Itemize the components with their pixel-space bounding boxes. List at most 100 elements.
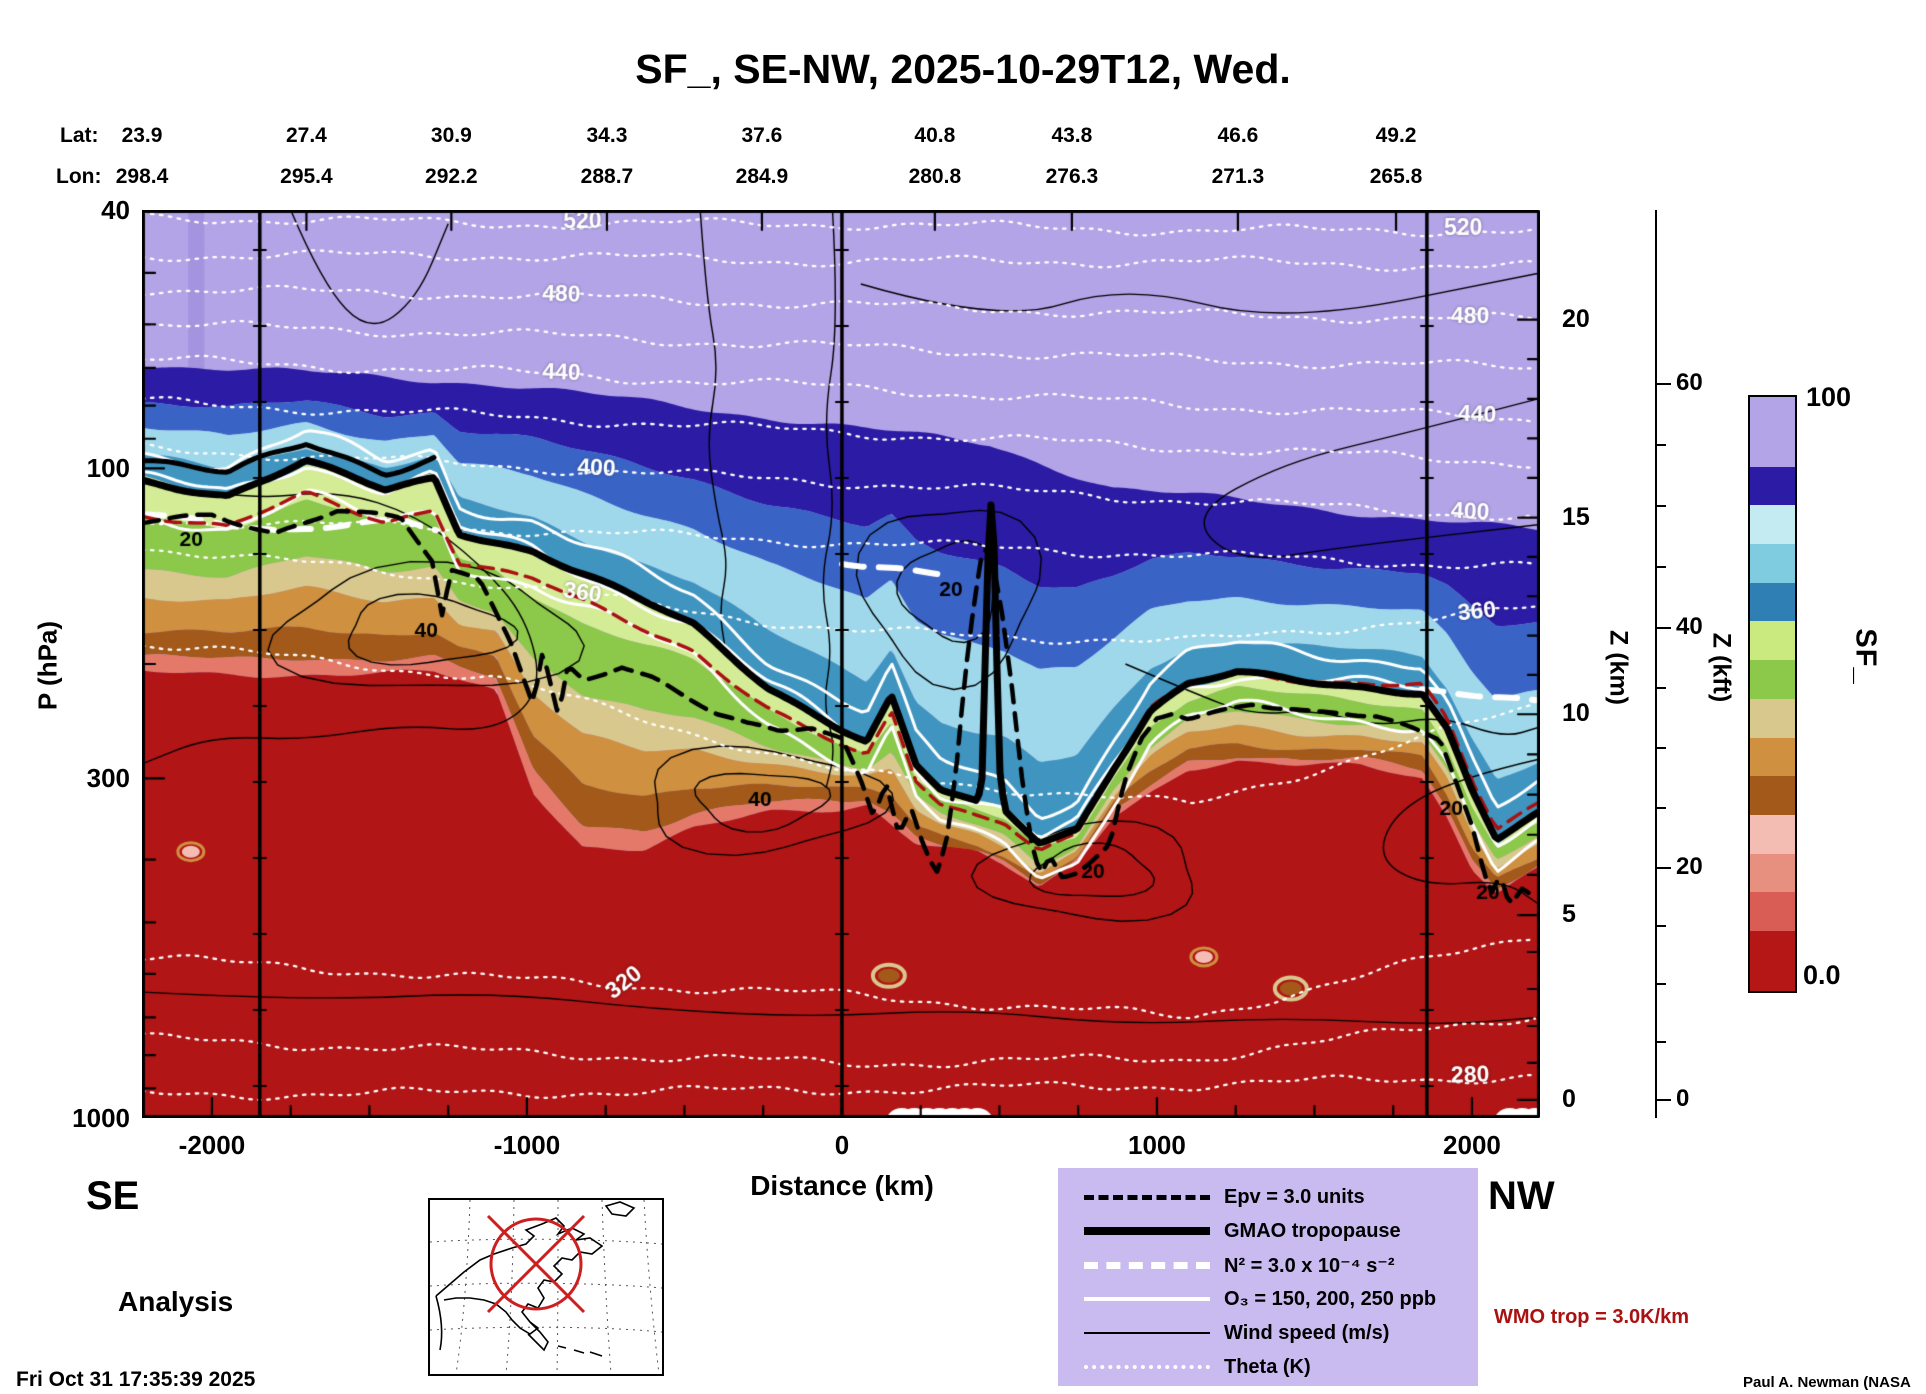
colorbar-segment [1750, 892, 1795, 932]
pressure-tick-label: 100 [86, 453, 130, 484]
zkft-tick [1657, 746, 1666, 749]
cross-section-plot [142, 210, 1540, 1118]
timestamp: Fri Oct 31 17:35:39 2025 [16, 1368, 256, 1391]
colorbar-max-label: 100 [1806, 382, 1852, 412]
legend-item-label: Epv = 3.0 units [1224, 1185, 1365, 1208]
lon-tick-label: 271.3 [1211, 165, 1265, 188]
colorbar-min-label: 0.0 [1803, 960, 1841, 990]
legend: Epv = 3.0 units GMAO tropopause N² = 3.0 x… [1058, 1168, 1478, 1386]
lat-tick-label: 40.8 [914, 124, 956, 147]
zkft-tick [1657, 806, 1666, 809]
colorbar-segment [1750, 544, 1795, 583]
lon-tick-label: 292.2 [425, 165, 478, 188]
distance-axis-title: Distance (km) [750, 1170, 934, 1201]
colorbar-segment [1750, 505, 1795, 545]
credit: Paul A. Newman (NASA [1743, 1374, 1911, 1391]
zkm-tick-label: 15 [1562, 502, 1590, 531]
legend-line-sample [1084, 1332, 1210, 1334]
legend-line-sample [1084, 1227, 1210, 1235]
zkft-tick-label: 40 [1676, 612, 1703, 640]
distance-tick-label: 0 [834, 1130, 850, 1160]
zkft-tick [1657, 626, 1671, 629]
lat-tick-label: 27.4 [285, 124, 327, 147]
zkft-tick [1657, 982, 1666, 985]
lat-tick-label: 49.2 [1375, 124, 1417, 147]
lon-tick-label: 298.4 [115, 165, 169, 188]
lat-tick-label: 30.9 [430, 124, 472, 147]
legend-line-sample [1084, 1194, 1210, 1200]
distance-tick-label: 2000 [1443, 1130, 1501, 1160]
zkft-tick [1657, 382, 1671, 385]
distance-tick-label: 1000 [1128, 1130, 1186, 1160]
legend-item: N² = 3.0 x 10⁻⁴ s⁻² [1084, 1248, 1478, 1282]
legend-item-label: GMAO tropopause [1224, 1219, 1401, 1242]
legend-item-label: Theta (K) [1224, 1355, 1311, 1378]
lat-tick-label: 34.3 [586, 124, 628, 147]
colorbar-segment [1750, 698, 1795, 738]
lon-axis-label: Lon: [56, 165, 102, 188]
map-svg [429, 1199, 663, 1375]
lon-tick-label: 288.7 [580, 165, 634, 188]
colorbar-segment [1750, 814, 1795, 854]
map-graticule [429, 1199, 663, 1375]
zkft-tick-label: 60 [1676, 368, 1703, 396]
zkft-tick [1657, 686, 1666, 689]
colorbar-segment [1750, 582, 1795, 622]
legend-line-sample [1084, 1297, 1210, 1301]
zkft-tick [1657, 1098, 1671, 1101]
zkft-tick [1657, 504, 1666, 507]
distance-tick-label: -2000 [178, 1130, 246, 1160]
legend-item-label: O₃ = 150, 200, 250 ppb [1224, 1287, 1437, 1310]
zkft-tick [1657, 565, 1666, 568]
zkm-tick-label: 20 [1562, 304, 1590, 333]
lon-tick-label: 295.4 [280, 165, 333, 188]
legend-item: GMAO tropopause [1084, 1214, 1478, 1248]
lat-tick-label: 37.6 [741, 124, 783, 147]
wmo-trop-note: WMO trop = 3.0K/km [1494, 1306, 1690, 1328]
colorbar-segment [1750, 466, 1795, 506]
lat-tick-label: 43.8 [1051, 124, 1093, 147]
zkft-axis-line [1655, 210, 1657, 1118]
se-endpoint-label: SE [86, 1174, 140, 1218]
colorbar-segment [1750, 621, 1795, 661]
distance-tick-label: -1000 [493, 1130, 561, 1160]
pressure-axis-title: P (hPa) [32, 620, 63, 711]
lon-tick-label: 284.9 [735, 165, 789, 188]
zkm-tick-label: 10 [1562, 699, 1590, 728]
legend-item: Epv = 3.0 units [1084, 1180, 1478, 1214]
pressure-tick-label: 1000 [72, 1103, 130, 1133]
zkm-tick-label: 5 [1562, 900, 1576, 929]
lon-tick-label: 280.8 [908, 165, 962, 188]
map-inset [428, 1198, 664, 1376]
chart-title: SF_, SE-NW, 2025-10-29T12, Wed. [635, 46, 1291, 92]
legend-item-label: Wind speed (m/s) [1224, 1321, 1390, 1344]
legend-item: O₃ = 150, 200, 250 ppb [1084, 1282, 1478, 1316]
zkft-tick [1657, 866, 1671, 869]
map-coastline [435, 1201, 636, 1357]
legend-item: Wind speed (m/s) [1084, 1316, 1478, 1350]
lon-tick-label: 276.3 [1045, 165, 1099, 188]
zkft-tick [1657, 1040, 1666, 1043]
colorbar-segment [1750, 853, 1795, 893]
lat-tick-label: 23.9 [121, 124, 163, 147]
colorbar-title: SF_ [1849, 628, 1882, 685]
analysis-label: Analysis [118, 1286, 234, 1317]
legend-item: Theta (K) [1084, 1350, 1478, 1384]
legend-line-sample [1084, 1261, 1210, 1269]
zkft-tick-label: 20 [1676, 852, 1703, 880]
lon-tick-label: 265.8 [1369, 165, 1423, 188]
pressure-tick-label: 40 [101, 195, 130, 225]
colorbar [1748, 395, 1797, 993]
legend-line-sample [1084, 1365, 1210, 1369]
colorbar-segment [1750, 931, 1795, 992]
legend-item-label: N² = 3.0 x 10⁻⁴ s⁻² [1224, 1254, 1395, 1277]
map-target-marker [486, 1214, 586, 1314]
lat-tick-label: 46.6 [1217, 124, 1259, 147]
colorbar-segment [1750, 397, 1795, 467]
nw-endpoint-label: NW [1488, 1174, 1555, 1218]
colorbar-segment [1750, 737, 1795, 777]
zkft-tick [1657, 924, 1666, 927]
colorbar-segment [1750, 660, 1795, 699]
colorbar-segment [1750, 776, 1795, 815]
pressure-tick-label: 300 [86, 763, 130, 794]
